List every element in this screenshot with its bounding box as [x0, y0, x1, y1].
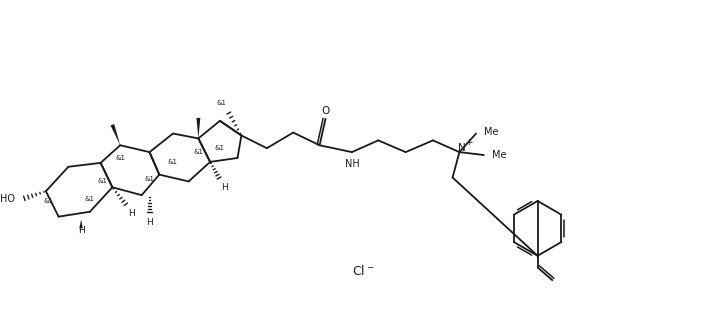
- Text: &1: &1: [144, 176, 154, 182]
- Text: Me: Me: [484, 127, 498, 137]
- Text: H: H: [221, 183, 228, 192]
- Text: &1: &1: [98, 178, 108, 184]
- Text: O: O: [321, 106, 330, 116]
- Text: H: H: [78, 226, 84, 235]
- Text: Cl$^-$: Cl$^-$: [353, 264, 375, 279]
- Text: &1: &1: [44, 198, 54, 204]
- Text: &1: &1: [193, 149, 203, 155]
- Text: +: +: [466, 138, 473, 147]
- Text: H: H: [146, 218, 153, 227]
- Text: NH: NH: [344, 159, 359, 169]
- Text: &1: &1: [115, 155, 125, 161]
- Text: Me: Me: [492, 150, 506, 160]
- Text: &1: &1: [85, 196, 95, 202]
- Text: H: H: [129, 209, 135, 218]
- Text: N: N: [458, 143, 466, 153]
- Text: &1: &1: [168, 159, 178, 165]
- Text: &1: &1: [217, 100, 227, 106]
- Text: &1: &1: [215, 145, 225, 151]
- Polygon shape: [196, 118, 201, 138]
- Polygon shape: [111, 124, 120, 145]
- Polygon shape: [79, 219, 83, 228]
- Text: HO: HO: [0, 194, 14, 204]
